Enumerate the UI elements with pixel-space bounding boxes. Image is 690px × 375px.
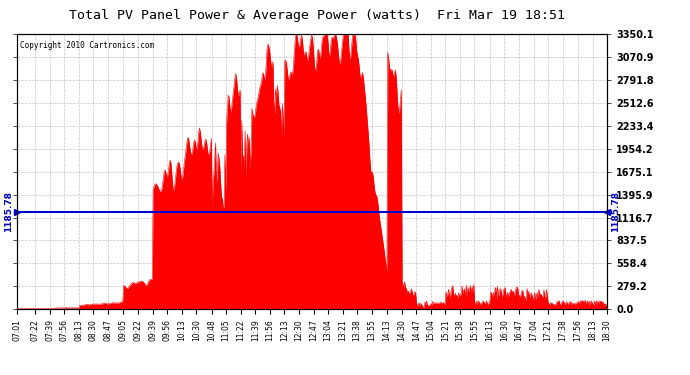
Text: 1185.78: 1185.78 [4, 191, 13, 232]
Text: Copyright 2010 Cartronics.com: Copyright 2010 Cartronics.com [20, 40, 155, 50]
Text: 1185.78: 1185.78 [611, 191, 620, 232]
Text: Total PV Panel Power & Average Power (watts)  Fri Mar 19 18:51: Total PV Panel Power & Average Power (wa… [70, 9, 565, 22]
